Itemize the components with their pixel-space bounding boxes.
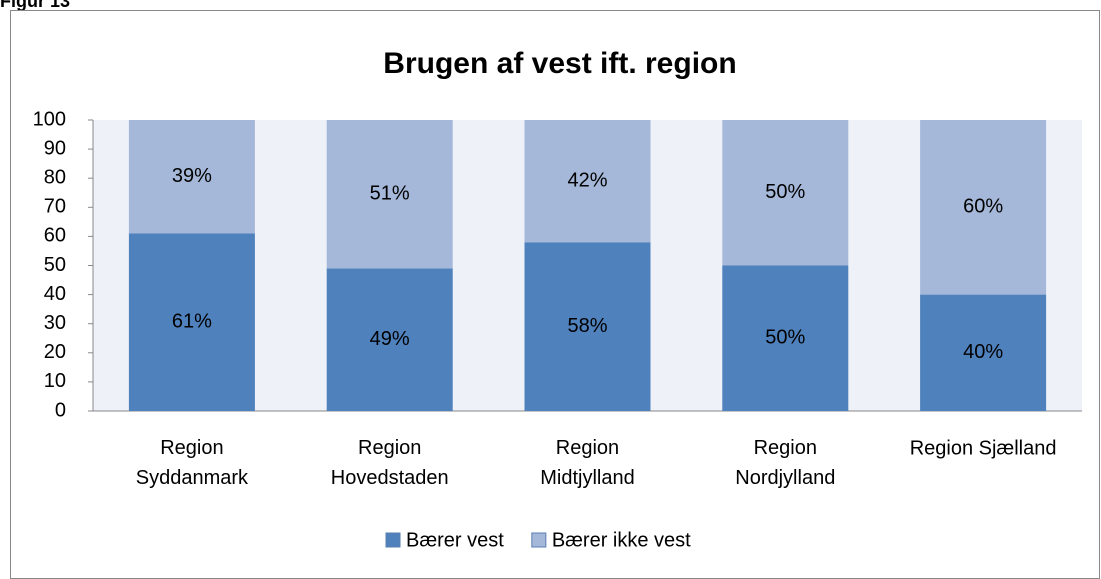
figure-label: Figur 13 bbox=[0, 0, 70, 11]
data-label: 42% bbox=[567, 169, 607, 191]
x-tick-label: Region Midtjylland bbox=[540, 437, 634, 489]
y-tick-label: 40 bbox=[44, 283, 66, 305]
y-tick-label: 10 bbox=[44, 370, 66, 392]
bar-segment bbox=[326, 120, 453, 269]
legend-swatch bbox=[385, 532, 401, 548]
bar-segment bbox=[920, 294, 1047, 411]
bar-segment bbox=[920, 120, 1047, 295]
data-label: 39% bbox=[172, 165, 212, 187]
legend-label: Bærer ikke vest bbox=[552, 529, 691, 551]
data-label: 40% bbox=[963, 341, 1003, 363]
data-label: 61% bbox=[172, 311, 212, 333]
y-tick-label: 90 bbox=[44, 137, 66, 159]
y-tick-label: 100 bbox=[33, 108, 66, 130]
x-tick-label: Region Syddanmark bbox=[136, 437, 249, 489]
data-label: 50% bbox=[765, 327, 805, 349]
y-tick-label: 30 bbox=[44, 312, 66, 334]
bar-segment bbox=[524, 120, 651, 243]
data-label: 50% bbox=[765, 181, 805, 203]
data-label: 58% bbox=[567, 315, 607, 337]
x-tick-label: Region Nordjylland bbox=[735, 437, 835, 489]
bar-segment bbox=[128, 233, 255, 411]
x-tick-label: Region Sjælland bbox=[910, 437, 1057, 459]
bar-segment bbox=[524, 242, 651, 411]
chart-title: Brugen af vest ift. region bbox=[383, 47, 736, 80]
y-tick-label: 50 bbox=[44, 254, 66, 276]
data-label: 60% bbox=[963, 196, 1003, 218]
bar-segment bbox=[326, 268, 453, 411]
bar-segment bbox=[722, 265, 849, 411]
legend-swatch bbox=[531, 532, 547, 548]
data-label: 51% bbox=[370, 182, 410, 204]
y-tick-label: 70 bbox=[44, 196, 66, 218]
bar-segment bbox=[128, 120, 255, 234]
x-tick-label: Region Hovedstaden bbox=[331, 437, 449, 489]
y-tick-label: 80 bbox=[44, 166, 66, 188]
bar-segment bbox=[722, 120, 849, 266]
y-tick-label: 20 bbox=[44, 341, 66, 363]
y-tick-label: 0 bbox=[55, 399, 66, 421]
y-tick-label: 60 bbox=[44, 225, 66, 247]
legend-label: Bærer vest bbox=[406, 529, 504, 551]
data-label: 49% bbox=[370, 328, 410, 350]
